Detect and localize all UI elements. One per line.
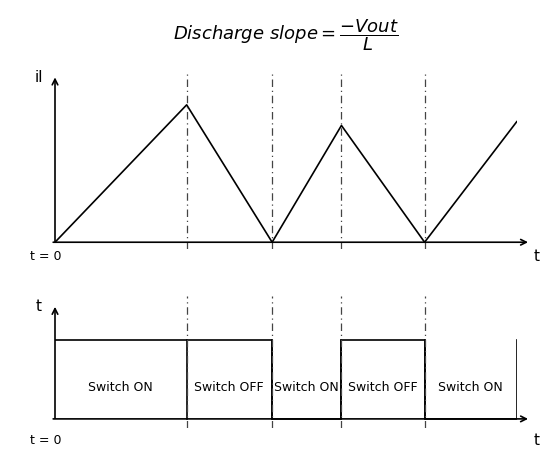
Text: t: t — [533, 433, 539, 448]
Text: t = 0: t = 0 — [30, 250, 61, 263]
Text: il: il — [35, 70, 43, 85]
Text: t = 0: t = 0 — [30, 434, 61, 447]
Text: $\mathit{Discharge\ slope} = \dfrac{-Vout}{L}$: $\mathit{Discharge\ slope} = \dfrac{-Vou… — [173, 17, 399, 53]
Text: Switch ON: Switch ON — [88, 381, 153, 394]
Text: Switch OFF: Switch OFF — [194, 381, 264, 394]
Text: Switch OFF: Switch OFF — [348, 381, 418, 394]
Text: Switch ON: Switch ON — [438, 381, 503, 394]
Text: t: t — [36, 299, 42, 314]
Text: Switch ON: Switch ON — [274, 381, 339, 394]
Text: t: t — [533, 249, 539, 264]
